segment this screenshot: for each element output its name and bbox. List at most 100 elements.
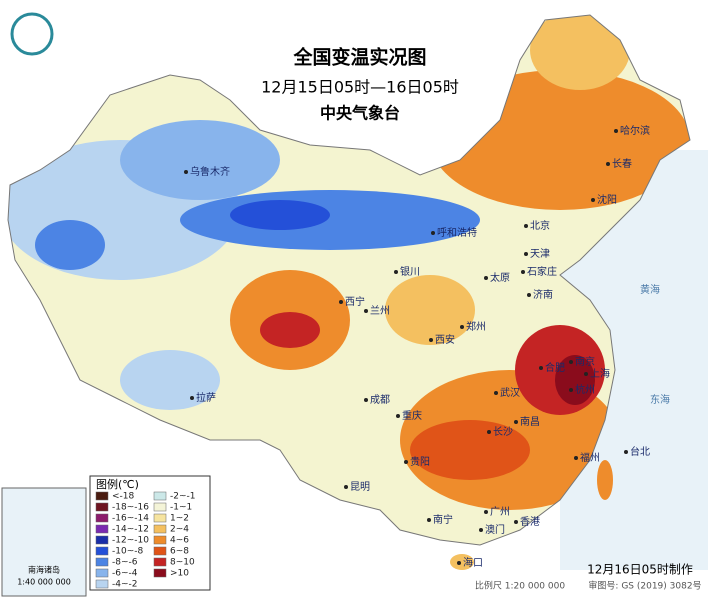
city-label: 贵阳 [410, 455, 430, 468]
city-dot [514, 520, 518, 524]
city-label: 石家庄 [527, 265, 557, 278]
city-label: 昆明 [350, 481, 370, 493]
border [7, 14, 691, 546]
city-label: 福州 [580, 451, 600, 464]
city-label: 南宁 [433, 513, 453, 526]
city-dot [527, 293, 531, 297]
legend-swatch [153, 568, 167, 578]
city-dot [487, 430, 491, 434]
city-dot [484, 510, 488, 514]
city-dot [364, 309, 368, 313]
city-dot [396, 414, 400, 418]
scale: 比例尺 1:20 000 000 [475, 580, 565, 592]
city-dot [431, 231, 435, 235]
legend-label: <-18 [112, 492, 135, 502]
city-label: 郑州 [466, 320, 486, 333]
city-dot [184, 170, 188, 174]
city-label: 重庆 [402, 409, 422, 422]
legend-label: 4~6 [170, 536, 189, 546]
city-label: 银川 [400, 265, 420, 278]
legend-swatch [153, 491, 167, 501]
city-dot [524, 252, 528, 256]
city-label: 沈阳 [597, 193, 617, 206]
city-dot [494, 391, 498, 395]
legend-swatch [153, 546, 167, 556]
city-dot [569, 360, 573, 364]
inset: 南海诸岛 1:40 000 000 [1, 487, 87, 597]
legend-swatch [95, 579, 109, 589]
city-dot [624, 450, 628, 454]
legend-label: -2~-1 [170, 492, 196, 502]
city-dot [584, 372, 588, 376]
city-dot [524, 224, 528, 228]
city-dot [427, 518, 431, 522]
city-dot [344, 485, 348, 489]
city-label: 台北 [630, 445, 650, 458]
legend-swatch [95, 546, 109, 556]
city-label: 西安 [435, 333, 455, 346]
legend-title: 图例(℃) [96, 477, 139, 491]
legend-swatch [153, 535, 167, 545]
legend-label: 8~10 [170, 558, 195, 568]
city-dot [339, 300, 343, 304]
city-dot [591, 198, 595, 202]
city-label: 广州 [490, 506, 510, 518]
city-label: 上海 [590, 367, 610, 380]
logo [10, 12, 54, 56]
city-label: 济南 [533, 288, 553, 301]
legend-label: 2~4 [170, 525, 189, 535]
legend: <-18-18~-16-16~-14-14~-12-12~-10-10~-8-8… [95, 491, 196, 590]
city-dot [364, 398, 368, 402]
city-dot [574, 456, 578, 460]
city-label: 武汉 [500, 386, 520, 399]
legend-label: 6~8 [170, 547, 189, 557]
city-dot [457, 561, 461, 565]
legend-swatch [153, 513, 167, 523]
city-dot [394, 270, 398, 274]
city-label: 南昌 [520, 415, 540, 428]
city-label: 长沙 [493, 426, 513, 438]
city-label: 呼和浩特 [437, 227, 477, 239]
legend-label: -10~-8 [112, 547, 143, 557]
city-dot [606, 162, 610, 166]
sea-label: 东海 [650, 393, 670, 406]
legend-swatch [95, 524, 109, 534]
city-dot [569, 388, 573, 392]
city-dot [614, 129, 618, 133]
city-dot [460, 325, 464, 329]
legend-swatch [95, 502, 109, 512]
legend-label: 1~2 [170, 514, 189, 524]
sea-label: 黄海 [640, 283, 660, 296]
legend-label: >10 [170, 569, 189, 579]
city-dot [429, 338, 433, 342]
city-label: 拉萨 [196, 391, 216, 404]
hainan [450, 554, 474, 570]
legend-label: -16~-14 [112, 514, 149, 524]
legend-label: -14~-12 [112, 525, 149, 535]
inset-scale: 1:40 000 000 [17, 578, 71, 587]
legend-swatch [153, 557, 167, 567]
approval: 审图号: GS (2019) 3082号 [588, 580, 701, 592]
legend-label: -12~-10 [112, 536, 149, 546]
legend-swatch [95, 491, 109, 501]
legend-swatch [95, 513, 109, 523]
city-label: 成都 [370, 394, 390, 406]
made-time: 12月16日05时制作 [587, 563, 693, 577]
city-dot [484, 276, 488, 280]
city-label: 澳门 [485, 523, 505, 536]
subtitle: 12月15日05时—16日05时 [261, 78, 459, 97]
city-dot [479, 528, 483, 532]
city-label: 太原 [490, 271, 510, 284]
city-label: 乌鲁木齐 [190, 165, 230, 178]
legend-swatch [95, 568, 109, 578]
city-label: 南京 [575, 355, 595, 368]
legend-box [89, 475, 211, 591]
city-dot [190, 396, 194, 400]
city-label: 杭州 [575, 383, 595, 396]
city-label: 香港 [520, 516, 540, 528]
city-label: 哈尔滨 [620, 124, 650, 137]
legend-swatch [95, 535, 109, 545]
city-label: 长春 [612, 158, 632, 170]
legend-label: -4~-2 [112, 580, 138, 590]
